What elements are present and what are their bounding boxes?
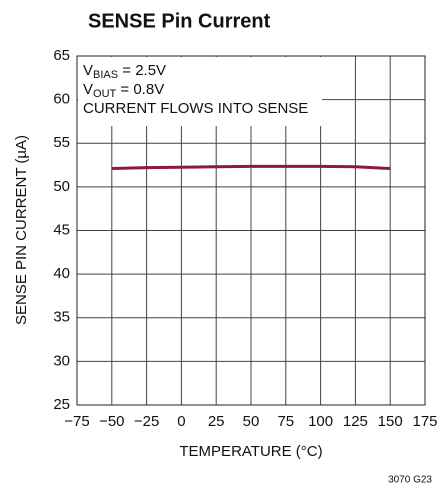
x-tick-label: −25	[134, 413, 159, 430]
annotation-part: OUT	[93, 88, 117, 100]
y-tick-label: 65	[53, 47, 70, 64]
y-tick-label: 50	[53, 178, 70, 195]
x-tick-label: 175	[412, 413, 437, 430]
y-tick-label: 45	[53, 221, 70, 238]
annotation-part: CURRENT FLOWS INTO SENSE	[83, 100, 308, 117]
annotation-part: BIAS	[93, 69, 118, 81]
plot-frame	[76, 55, 426, 406]
x-tick-label: 100	[308, 413, 333, 430]
annotation-part: V	[83, 62, 93, 79]
x-tick-label: 0	[177, 413, 185, 430]
x-tick-label: 50	[243, 413, 260, 430]
y-tick-label: 40	[53, 265, 70, 282]
annotation: VOUT = 0.8V	[83, 81, 164, 100]
annotation-part: = 0.8V	[116, 81, 164, 98]
x-tick-label: 25	[208, 413, 225, 430]
annotation-box	[78, 57, 322, 126]
annotation: VBIAS = 2.5V	[83, 62, 166, 81]
x-tick-label: −50	[99, 413, 124, 430]
y-axis-title: SENSE PIN CURRENT (µA)	[13, 135, 30, 325]
y-tick-label: 25	[53, 396, 70, 413]
annotation-part: V	[83, 81, 93, 98]
annotation: CURRENT FLOWS INTO SENSE	[83, 100, 308, 117]
annotation-part: = 2.5V	[118, 62, 166, 79]
x-tick-label: 150	[378, 413, 403, 430]
x-tick-label: 75	[277, 413, 294, 430]
x-axis-title: TEMPERATURE (°C)	[179, 443, 322, 460]
footnote: 3070 G23	[388, 475, 432, 486]
y-tick-label: 30	[53, 352, 70, 369]
chart-title: SENSE Pin Current	[88, 10, 271, 32]
y-tick-label: 35	[53, 309, 70, 326]
x-tick-label: −75	[64, 413, 89, 430]
x-tick-label: 125	[343, 413, 368, 430]
data-line	[111, 164, 391, 171]
y-tick-label: 60	[53, 91, 70, 108]
y-tick-label: 55	[53, 134, 70, 151]
